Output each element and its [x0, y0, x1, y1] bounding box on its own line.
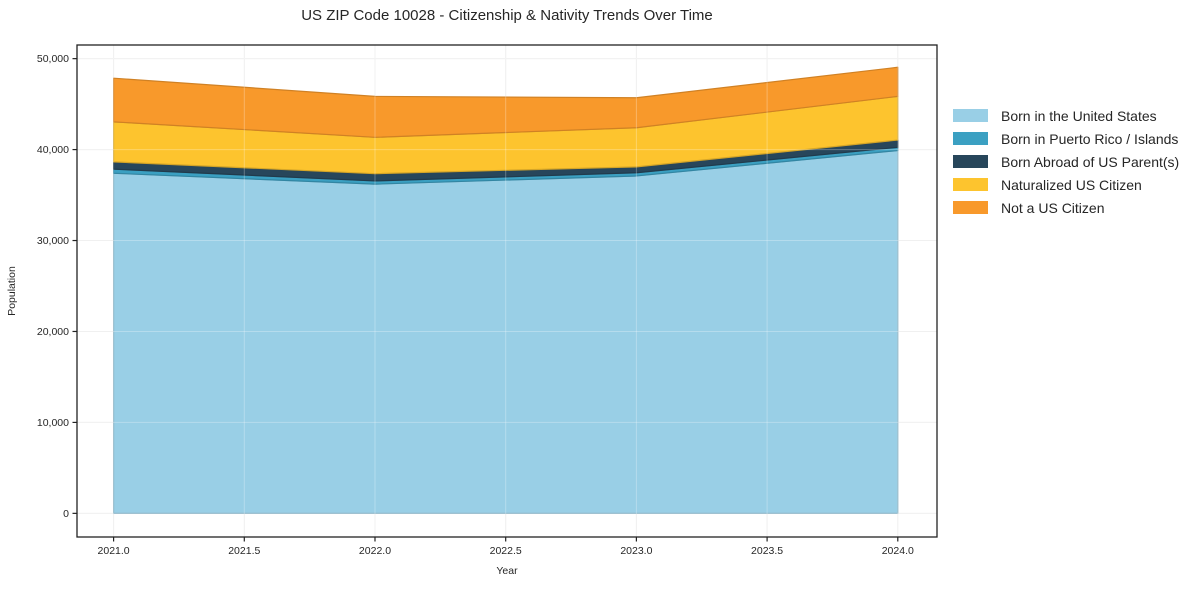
- legend-item-puerto-rico: Born in Puerto Rico / Islands: [953, 127, 1179, 150]
- legend-label-born-abroad: Born Abroad of US Parent(s): [1001, 153, 1180, 170]
- x-tick-label: 2022.0: [359, 545, 391, 557]
- x-tick-label: 2021.0: [98, 545, 130, 557]
- y-tick-label: 40,000: [37, 144, 69, 156]
- legend-swatch-not-citizen: [953, 201, 988, 214]
- legend-item-born-us: Born in the United States: [953, 104, 1179, 127]
- legend-item-born-abroad: Born Abroad of US Parent(s): [953, 150, 1179, 173]
- legend-swatch-born-us: [953, 109, 988, 122]
- legend-label-naturalized: Naturalized US Citizen: [1001, 176, 1142, 193]
- legend-swatch-born-abroad: [953, 155, 988, 168]
- x-axis-label: Year: [496, 565, 518, 577]
- legend-swatch-puerto-rico: [953, 132, 988, 145]
- legend-swatch-naturalized: [953, 178, 988, 191]
- legend-label-puerto-rico: Born in Puerto Rico / Islands: [1001, 130, 1179, 147]
- y-tick-label: 30,000: [37, 235, 69, 247]
- y-tick-label: 10,000: [37, 417, 69, 429]
- legend-label-not-citizen: Not a US Citizen: [1001, 199, 1105, 216]
- y-tick-label: 20,000: [37, 326, 69, 338]
- legend-label-born-us: Born in the United States: [1001, 107, 1157, 124]
- x-tick-label: 2023.5: [751, 545, 783, 557]
- plot-border: [76, 44, 938, 538]
- chart-title: US ZIP Code 10028 - Citizenship & Nativi…: [301, 7, 713, 24]
- x-tick-label: 2022.5: [490, 545, 522, 557]
- legend-item-naturalized: Naturalized US Citizen: [953, 173, 1179, 196]
- area-series-4: [112, 66, 899, 138]
- x-tick-label: 2021.5: [228, 545, 260, 557]
- chart-legend: Born in the United States Born in Puerto…: [953, 104, 1179, 219]
- y-axis-label: Population: [6, 266, 18, 316]
- y-tick-label: 0: [63, 508, 69, 520]
- x-tick-label: 2024.0: [882, 545, 914, 557]
- legend-item-not-citizen: Not a US Citizen: [953, 196, 1179, 219]
- x-tick-label: 2023.0: [620, 545, 652, 557]
- y-tick-label: 50,000: [37, 53, 69, 65]
